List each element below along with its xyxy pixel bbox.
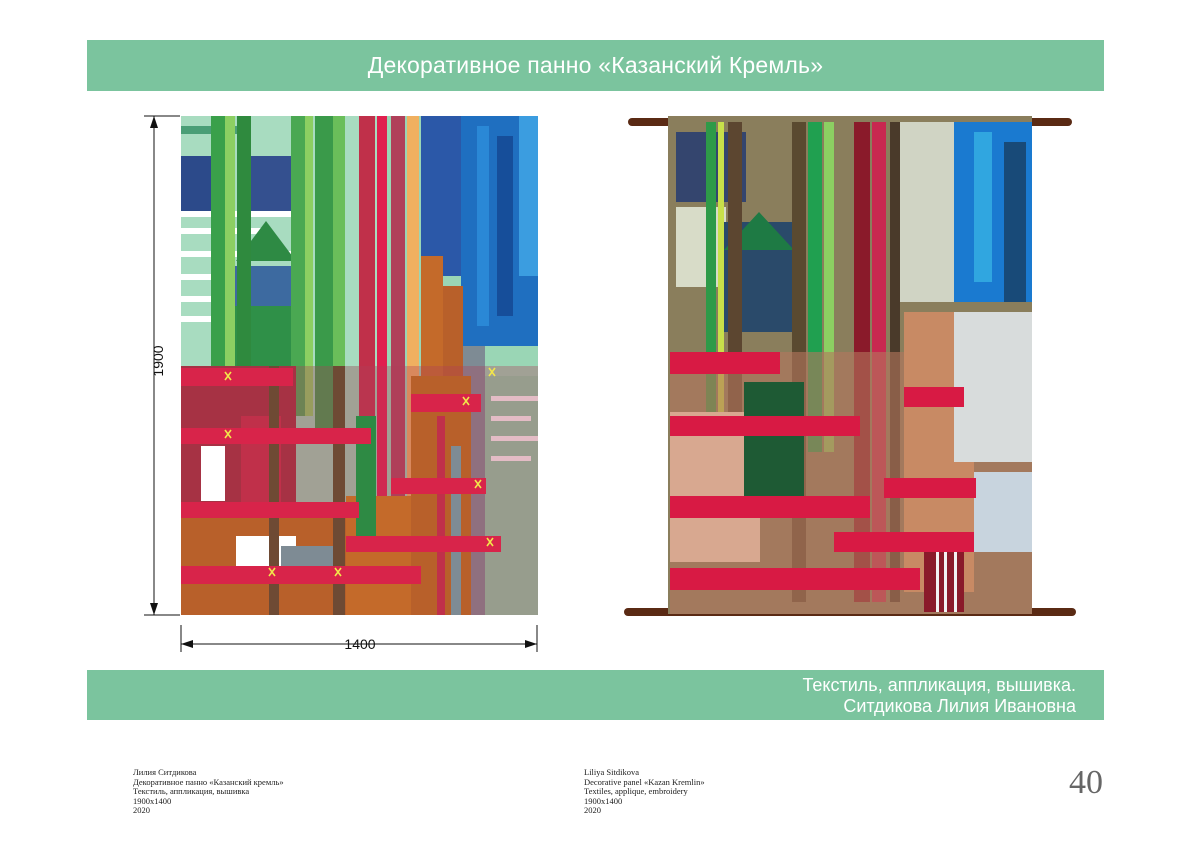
caption-russian: Лилия Ситдикова Декоративное панно «Каза… xyxy=(133,767,284,816)
footer-band: Текстиль, аппликация, вышивка. Ситдикова… xyxy=(87,670,1104,720)
caption-size: 1900х1400 xyxy=(133,795,172,806)
caption-technique: Текстиль, аппликация, вышивка xyxy=(133,786,250,797)
caption-year: 2020 xyxy=(133,805,150,816)
caption-size: 1900х1400 xyxy=(584,795,623,806)
height-dimension-label: 1900 xyxy=(150,345,166,377)
author-line: Ситдикова Лилия Ивановна xyxy=(843,696,1076,716)
caption-technique: Textiles, applique, embroidery xyxy=(584,786,688,797)
caption-english: Liliya Sitdikova Decorative panel «Kazan… xyxy=(584,767,705,816)
width-dimension-label: 1400 xyxy=(344,636,376,652)
title-band: Декоративное панно «Казанский Кремль» xyxy=(87,40,1104,91)
page-number: 40 xyxy=(1069,764,1103,801)
page-title: Декоративное панно «Казанский Кремль» xyxy=(367,52,824,78)
technique-line: Текстиль, аппликация, вышивка. xyxy=(802,675,1076,695)
caption-year: 2020 xyxy=(584,805,601,816)
caption-author: Liliya Sitdikova xyxy=(584,767,640,777)
design-sketch xyxy=(181,116,538,615)
caption-work: Decorative panel «Kazan Kremlin» xyxy=(584,776,705,787)
caption-author: Лилия Ситдикова xyxy=(133,767,197,777)
caption-work: Декоративное панно «Казанский кремль» xyxy=(133,776,284,787)
dimension-lines xyxy=(144,115,538,652)
textile-panel-photo xyxy=(624,116,1076,616)
